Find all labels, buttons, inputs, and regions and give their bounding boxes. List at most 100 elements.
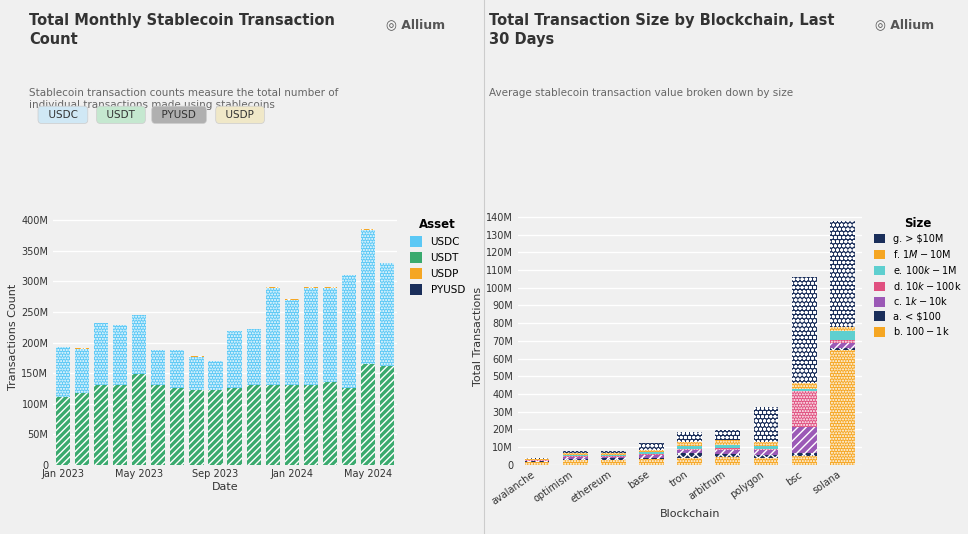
Bar [678,453,702,458]
Bar [562,453,588,455]
Bar [792,453,817,456]
Bar [562,457,588,459]
Bar [639,458,664,459]
Bar [792,456,817,465]
Bar [754,406,778,442]
Bar [678,450,702,453]
Bar [678,458,702,465]
Text: Total Transaction Size by Blockchain, Last
30 Days: Total Transaction Size by Blockchain, La… [489,13,834,47]
Text: ◎ Allium: ◎ Allium [875,19,934,32]
Bar [227,331,242,388]
Bar [830,221,855,327]
Bar [562,455,588,456]
Bar [601,451,625,453]
Bar [361,364,376,465]
Bar [678,442,702,446]
Bar [525,458,550,459]
Bar [304,288,318,385]
Bar [754,458,778,465]
Bar [678,453,702,458]
Bar [639,459,664,465]
Bar [601,453,625,455]
Legend: g. > $10M, f. $1M - $10M, e. $100k - $1M, d. $10k - $100k, c. $1k - $10k, a. < $: g. > $10M, f. $1M - $10M, e. $100k - $1M… [870,213,966,341]
Bar [285,300,299,385]
Bar [792,453,817,456]
Bar [601,455,625,456]
Bar [678,432,702,442]
Bar [562,459,588,460]
Bar [715,430,741,440]
Bar [113,385,127,465]
Bar [830,327,855,331]
Bar [792,277,817,383]
Bar [94,385,108,465]
Bar [132,374,146,465]
Bar [113,325,127,385]
Bar [361,364,376,465]
Bar [601,458,625,460]
Bar [601,457,625,458]
Text: Stablecoin transaction counts measure the total number of
individual transaction: Stablecoin transaction counts measure th… [29,88,339,109]
Bar [830,350,855,465]
Bar [525,461,550,462]
Bar [601,457,625,458]
Bar [132,374,146,465]
Bar [754,442,778,446]
Bar [247,385,260,465]
Bar [601,451,625,453]
Text: USDP: USDP [220,110,260,120]
Bar [525,461,550,462]
Bar [323,288,337,382]
Bar [227,331,242,388]
Bar [639,452,664,454]
Bar [754,449,778,451]
Bar [55,397,70,465]
Bar [678,458,702,465]
Bar [55,348,70,397]
Bar [715,440,741,445]
Bar [639,443,664,450]
Bar [639,443,664,450]
Bar [380,366,395,465]
Bar [792,277,817,383]
Bar [715,448,741,450]
Bar [678,450,702,453]
Bar [830,327,855,331]
X-axis label: Blockchain: Blockchain [659,509,720,519]
Y-axis label: Transactions Count: Transactions Count [9,284,18,389]
Y-axis label: Total Transactions: Total Transactions [473,287,483,386]
Bar [304,288,318,385]
Bar [94,323,108,385]
Bar [715,454,741,457]
Bar [639,459,664,465]
Bar [208,361,223,390]
Bar [754,449,778,451]
Bar [601,458,625,460]
Bar [265,385,280,465]
Bar [113,325,127,385]
Bar [285,385,299,465]
Bar [94,323,108,385]
Bar [304,385,318,465]
Bar [830,348,855,350]
Bar [323,382,337,465]
Bar [715,454,741,457]
Bar [75,349,89,392]
Bar [170,388,185,465]
Text: PYUSD: PYUSD [156,110,202,120]
Bar [208,390,223,465]
Text: ◎ Allium: ◎ Allium [386,19,445,32]
Bar [342,276,356,388]
Bar [830,343,855,348]
Bar [525,459,550,460]
Bar [170,350,185,388]
Bar [247,329,260,385]
Bar [132,315,146,374]
Bar [678,446,702,449]
X-axis label: Date: Date [212,482,238,492]
Bar [208,361,223,390]
Bar [639,450,664,452]
Bar [715,457,741,465]
Bar [754,446,778,449]
Bar [830,340,855,343]
